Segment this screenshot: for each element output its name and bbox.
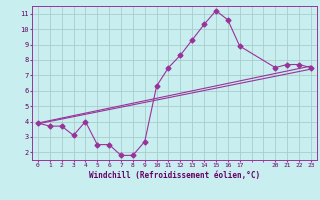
X-axis label: Windchill (Refroidissement éolien,°C): Windchill (Refroidissement éolien,°C) <box>89 171 260 180</box>
